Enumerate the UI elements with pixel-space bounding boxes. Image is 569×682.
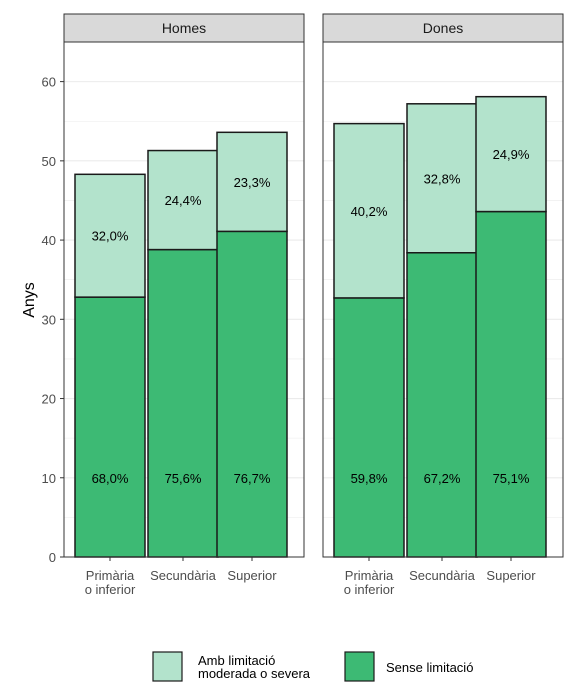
x-tick-label: o inferior xyxy=(85,582,136,597)
y-axis-title: Anys xyxy=(21,282,38,318)
x-tick-label: Secundària xyxy=(150,568,217,583)
bar-sense-limitacio xyxy=(406,252,478,558)
bar-label-amb-limitacio: 32,0% xyxy=(92,229,129,244)
legend-key xyxy=(152,651,183,682)
bar-amb-limitacio xyxy=(216,131,288,233)
x-tick-label: o inferior xyxy=(344,582,395,597)
bar-amb-limitacio xyxy=(333,122,405,299)
y-tick-label: 20 xyxy=(42,392,56,407)
y-axis: 0 10 20 30 40 50 60 xyxy=(42,75,64,565)
y-tick-label: 10 xyxy=(42,471,56,486)
bar-label-sense-limitacio: 75,1% xyxy=(493,471,530,486)
y-tick-label: 50 xyxy=(42,154,56,169)
bar-sense-limitacio xyxy=(74,296,146,558)
y-tick-label: 30 xyxy=(42,312,56,327)
y-tick-label: 0 xyxy=(49,550,56,565)
y-tick-label: 60 xyxy=(42,75,56,90)
bar-amb-limitacio xyxy=(475,95,547,213)
bar-sense-limitacio xyxy=(333,297,405,558)
bar-label-sense-limitacio: 76,7% xyxy=(234,471,271,486)
facet-strip xyxy=(63,13,305,43)
legend-label: moderada o severa xyxy=(198,666,311,681)
bar-label-sense-limitacio: 75,6% xyxy=(165,471,202,486)
bar-label-sense-limitacio: 59,8% xyxy=(351,471,388,486)
bar-amb-limitacio xyxy=(74,173,146,298)
bar-label-amb-limitacio: 24,4% xyxy=(165,193,202,208)
legend-label: Sense limitació xyxy=(386,660,473,675)
bar-label-sense-limitacio: 68,0% xyxy=(92,471,129,486)
bar-amb-limitacio xyxy=(406,103,478,254)
bar-sense-limitacio xyxy=(216,230,288,558)
bar-amb-limitacio xyxy=(147,149,219,251)
facet-strip-label: Homes xyxy=(162,20,206,36)
x-tick-label: Superior xyxy=(227,568,277,583)
bar-label-sense-limitacio: 67,2% xyxy=(424,471,461,486)
bar-sense-limitacio xyxy=(475,210,547,558)
legend-label: Amb limitació xyxy=(198,653,275,668)
bar-label-amb-limitacio: 40,2% xyxy=(351,204,388,219)
bar-label-amb-limitacio: 32,8% xyxy=(424,171,461,186)
bar-label-amb-limitacio: 23,3% xyxy=(234,175,271,190)
x-tick-label: Primària xyxy=(345,568,394,583)
facet-strip xyxy=(322,13,564,43)
x-tick-label: Primària xyxy=(86,568,135,583)
bar-sense-limitacio xyxy=(147,248,219,558)
bar-label-amb-limitacio: 24,9% xyxy=(493,147,530,162)
x-tick-label: Secundària xyxy=(409,568,476,583)
facet-strip-label: Dones xyxy=(423,20,463,36)
legend-key xyxy=(344,651,375,682)
y-tick-label: 40 xyxy=(42,233,56,248)
x-tick-label: Superior xyxy=(486,568,536,583)
